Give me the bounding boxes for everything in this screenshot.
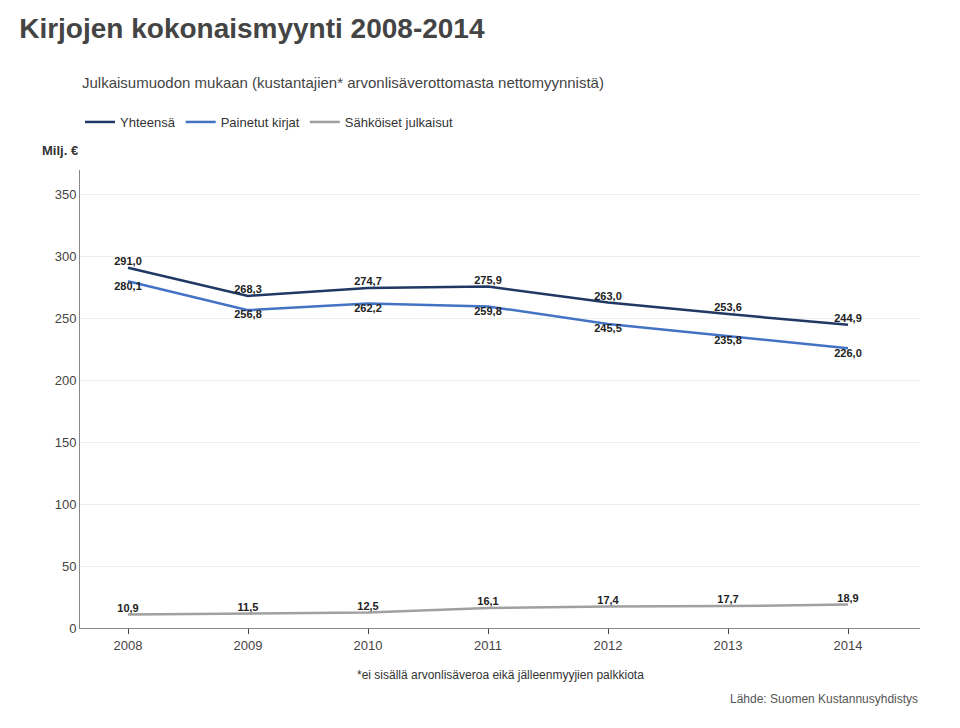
svg-text:0: 0 [69, 621, 76, 636]
svg-text:50: 50 [62, 559, 76, 574]
svg-text:2011: 2011 [474, 638, 502, 653]
svg-text:*ei sisällä arvonlisäveroa eik: *ei sisällä arvonlisäveroa eikä jälleenm… [357, 668, 644, 682]
svg-text:Painetut kirjat: Painetut kirjat [221, 115, 300, 130]
svg-text:275,9: 275,9 [474, 274, 502, 286]
svg-text:350: 350 [55, 187, 77, 202]
svg-text:17,7: 17,7 [717, 593, 738, 605]
svg-text:226,0: 226,0 [834, 347, 862, 359]
svg-text:235,8: 235,8 [714, 334, 742, 346]
svg-text:274,7: 274,7 [354, 275, 382, 287]
svg-text:259,8: 259,8 [474, 305, 502, 317]
svg-text:300: 300 [55, 249, 77, 264]
svg-text:291,0: 291,0 [114, 255, 142, 267]
svg-text:Yhteensä: Yhteensä [120, 115, 176, 130]
svg-text:Lähde: Suomen Kustannusyhdisty: Lähde: Suomen Kustannusyhdistys [730, 692, 918, 706]
svg-text:2010: 2010 [354, 638, 383, 653]
svg-text:268,3: 268,3 [234, 283, 262, 295]
svg-text:Sähköiset julkaisut: Sähköiset julkaisut [345, 115, 453, 130]
svg-text:262,2: 262,2 [354, 302, 382, 314]
svg-text:250: 250 [55, 311, 77, 326]
svg-text:244,9: 244,9 [834, 312, 862, 324]
svg-text:2009: 2009 [234, 638, 263, 653]
svg-text:2012: 2012 [594, 638, 623, 653]
svg-text:150: 150 [55, 435, 77, 450]
svg-text:245,5: 245,5 [594, 322, 622, 334]
svg-text:100: 100 [55, 497, 77, 512]
svg-text:Julkaisumuodon mukaan (kustant: Julkaisumuodon mukaan (kustantajien* arv… [82, 74, 604, 91]
svg-text:263,0: 263,0 [594, 290, 622, 302]
svg-text:2013: 2013 [714, 638, 743, 653]
svg-text:18,9: 18,9 [837, 592, 858, 604]
svg-text:200: 200 [55, 373, 77, 388]
svg-text:2014: 2014 [834, 638, 863, 653]
svg-text:Milj. €: Milj. € [42, 143, 78, 158]
svg-text:256,8: 256,8 [234, 308, 262, 320]
svg-text:12,5: 12,5 [357, 600, 378, 612]
svg-text:Kirjojen kokonaismyynti 2008‑2: Kirjojen kokonaismyynti 2008‑2014 [19, 13, 485, 44]
svg-text:16,1: 16,1 [477, 595, 498, 607]
svg-text:11,5: 11,5 [238, 601, 259, 613]
svg-text:280,1: 280,1 [114, 280, 142, 292]
svg-text:2008: 2008 [114, 638, 143, 653]
svg-text:253,6: 253,6 [714, 301, 742, 313]
svg-text:10,9: 10,9 [117, 602, 138, 614]
svg-text:17,4: 17,4 [597, 594, 619, 606]
